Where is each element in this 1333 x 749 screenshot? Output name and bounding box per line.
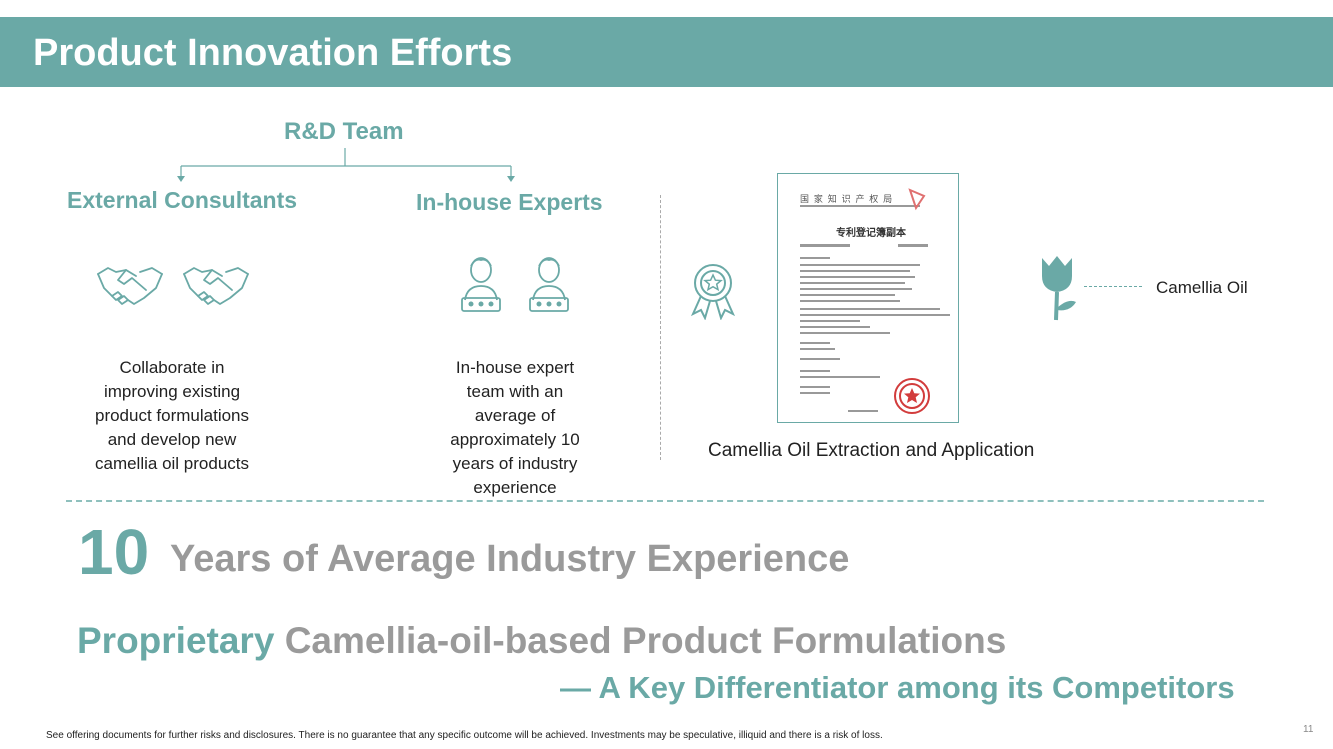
- official-seal-icon: [906, 382, 938, 412]
- proprietary-highlight: Proprietary: [77, 620, 275, 661]
- description-line: In-house expert: [455, 358, 575, 377]
- description-line: improving existing: [103, 382, 241, 401]
- patent-caption: Camellia Oil Extraction and Application: [708, 440, 1035, 461]
- description-line: approximately 10: [450, 430, 580, 449]
- handshake-icon: [97, 267, 163, 305]
- disclaimer-footer: See offering documents for further risks…: [46, 730, 883, 741]
- certificate-title: 专利登记簿副本: [836, 228, 906, 239]
- description-line: Collaborate in: [119, 358, 225, 377]
- rd-team-title: R&D Team: [284, 118, 404, 145]
- flower-label-connector: [1084, 286, 1142, 287]
- proprietary-headline: Proprietary Camellia-oil-based Product F…: [77, 620, 1006, 662]
- award-badge-icon: [690, 264, 736, 320]
- expert-icon: [529, 257, 569, 312]
- differentiator-text: — A Key Differentiator among its Competi…: [560, 670, 1235, 705]
- description-line: average of: [474, 406, 556, 425]
- description-line: team with an: [466, 382, 564, 401]
- expert-icon: [461, 257, 501, 312]
- in-house-experts-title: In-house Experts: [416, 189, 603, 215]
- description-line: product formulations: [94, 406, 250, 425]
- certificate-header: 国 家 知 识 产 权 局: [800, 195, 894, 205]
- description-line: and develop new: [107, 430, 237, 449]
- description-line: experience: [473, 478, 557, 497]
- handshake-icon: [183, 267, 249, 305]
- vertical-divider: [660, 195, 661, 460]
- in-house-experts-description: In-house expert team with an average of …: [425, 356, 605, 500]
- proprietary-rest: Camellia-oil-based Product Formulations: [284, 620, 1007, 661]
- horizontal-divider: [66, 500, 1264, 502]
- page-title: Product Innovation Efforts: [33, 32, 513, 74]
- org-connector-lines: [177, 148, 515, 182]
- external-consultants-description: Collaborate in improving existing produc…: [72, 356, 272, 476]
- page-number: 11: [1303, 724, 1314, 735]
- camellia-oil-label: Camellia Oil: [1156, 278, 1248, 297]
- external-consultants-title: External Consultants: [67, 187, 298, 213]
- header-bar: [0, 17, 1333, 87]
- patent-certificate: 国 家 知 识 产 权 局 专利登记簿副本: [777, 173, 959, 423]
- certificate-document-lines: [800, 188, 950, 414]
- description-line: years of industry: [452, 454, 578, 473]
- description-line: camellia oil products: [94, 454, 249, 473]
- camellia-flower-icon: [1042, 256, 1076, 321]
- stat-number: 10: [78, 516, 150, 588]
- stat-number-text: Years of Average Industry Experience: [170, 538, 850, 580]
